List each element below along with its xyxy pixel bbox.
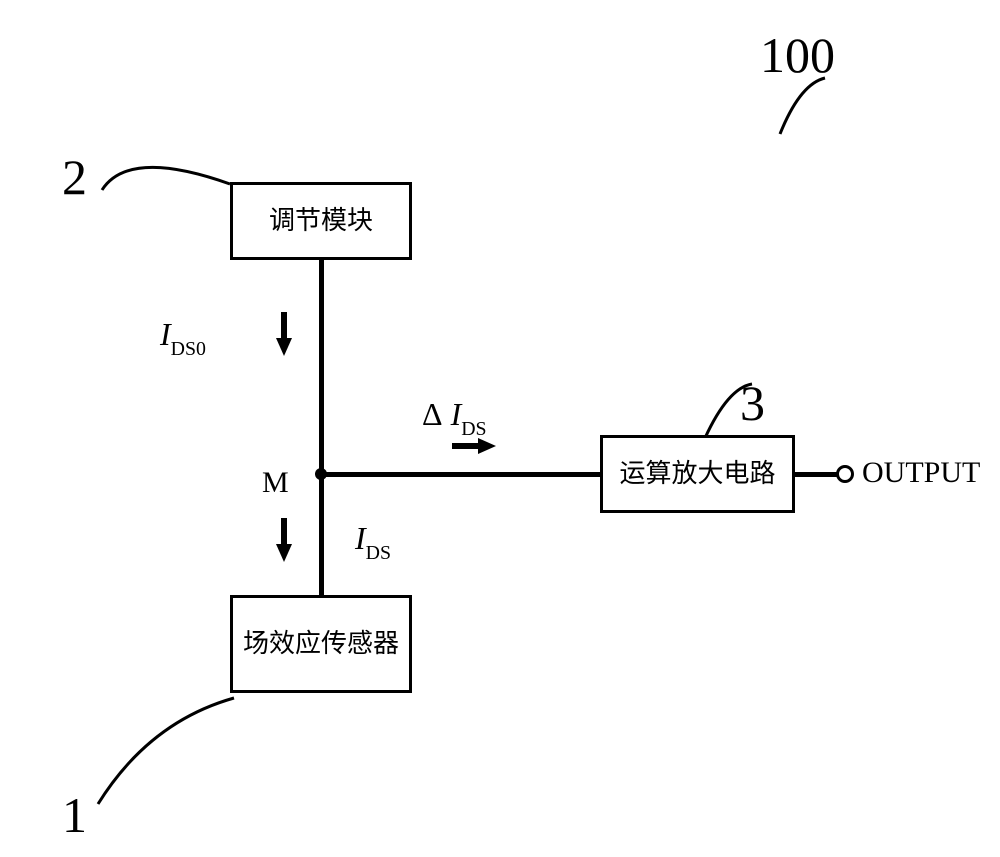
- diagram-canvas: 100 2 调节模块 IDS0 M Δ IDS IDS 场效应传感器 1 3: [0, 0, 1000, 857]
- arrow-ids-stem: [281, 518, 287, 546]
- ref-100: 100: [760, 26, 835, 84]
- ref-2: 2: [62, 148, 87, 206]
- opamp-box: 运算放大电路: [600, 435, 795, 513]
- lead-1: [94, 692, 244, 810]
- output-label: OUTPUT: [862, 456, 980, 490]
- wire-m-to-opamp: [319, 472, 602, 477]
- label-delta-ids: Δ IDS: [422, 396, 487, 438]
- lead-2: [94, 148, 234, 208]
- wire-opamp-output: [795, 472, 837, 477]
- node-m-label: M: [262, 466, 289, 500]
- arrow-ids0-head: [276, 338, 292, 356]
- regulation-module-box: 调节模块: [230, 182, 412, 260]
- label-ids: IDS: [355, 520, 391, 562]
- label-ids0: IDS0: [160, 316, 206, 358]
- sensor-box: 场效应传感器: [230, 595, 412, 693]
- arrow-ids0-stem: [281, 312, 287, 340]
- arrow-delta-head: [478, 438, 496, 454]
- sensor-label: 场效应传感器: [243, 627, 399, 661]
- opamp-label: 运算放大电路: [619, 457, 775, 491]
- regulation-module-label: 调节模块: [269, 204, 373, 238]
- ref-3: 3: [740, 374, 765, 432]
- output-terminal: [836, 465, 854, 483]
- arrow-ids-head: [276, 544, 292, 562]
- arrow-delta-stem: [452, 443, 480, 449]
- wire-vertical: [319, 260, 324, 595]
- ref-1: 1: [62, 786, 87, 844]
